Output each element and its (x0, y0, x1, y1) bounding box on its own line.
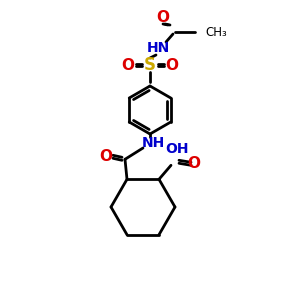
Text: HN: HN (146, 41, 170, 55)
Text: CH₃: CH₃ (205, 26, 227, 38)
Text: OH: OH (165, 142, 189, 156)
Text: O: O (122, 58, 134, 73)
Text: O: O (188, 156, 200, 171)
Text: S: S (144, 56, 156, 74)
Text: O: O (166, 58, 178, 73)
Text: O: O (157, 11, 169, 26)
Text: O: O (100, 149, 112, 164)
Text: NH: NH (141, 136, 165, 150)
